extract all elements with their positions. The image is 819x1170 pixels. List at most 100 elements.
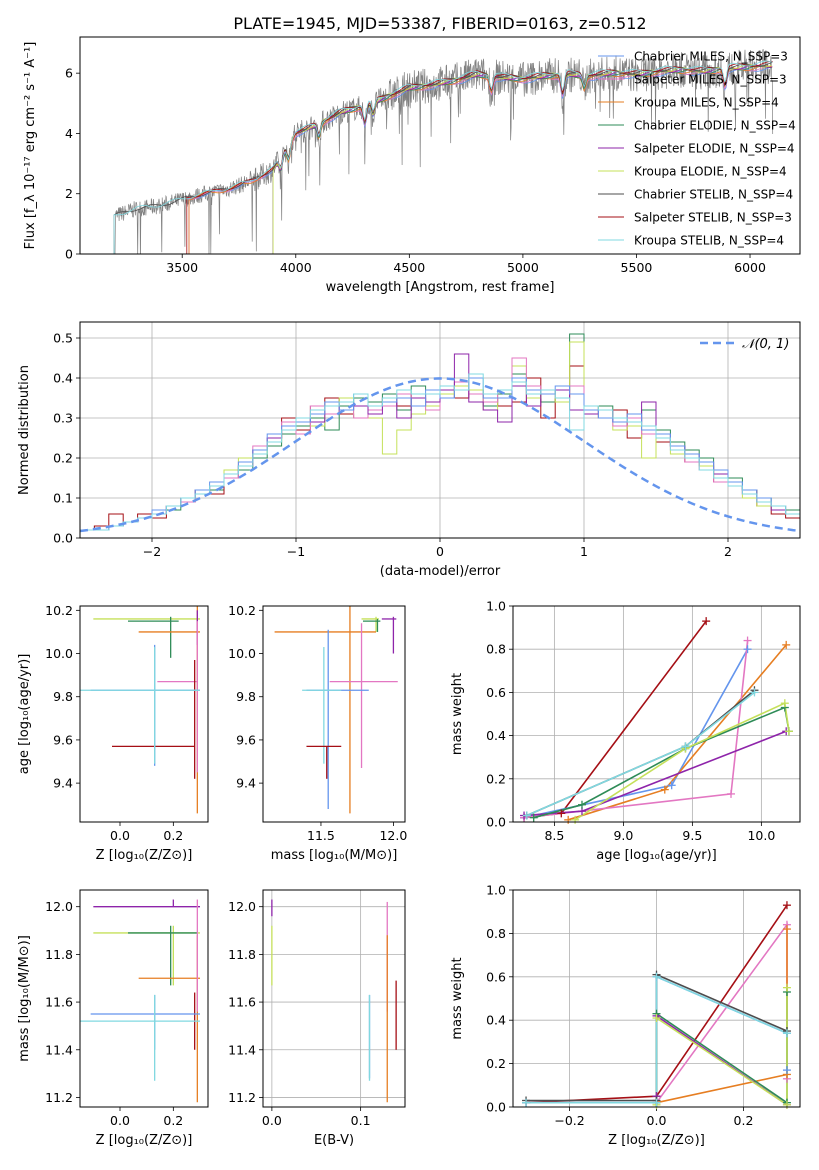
y-tick-label: 4 bbox=[65, 126, 73, 141]
y-tick-label: 12.0 bbox=[228, 899, 256, 914]
y-axis-label: Normed distribution bbox=[17, 365, 32, 495]
weight-marker bbox=[522, 811, 531, 820]
weight-marker bbox=[727, 789, 736, 798]
errorbar bbox=[306, 745, 342, 779]
errorbar bbox=[128, 616, 179, 658]
plot-area-weight-vs-age bbox=[523, 620, 790, 821]
x-tick-label: 0.2 bbox=[734, 1113, 754, 1128]
weight-marker bbox=[782, 1029, 791, 1038]
axes-mass-vs-z: 0.0 0.2 11.2 11.4 11.6 11.8 12.0 Z [log₁₀(Z/Z⊙)… bbox=[17, 889, 209, 1148]
x-tick-label: 11.5 bbox=[307, 828, 335, 843]
y-axis-label: mass [log₁₀(M/M⊙)] bbox=[17, 935, 32, 1062]
y-axis-label: Flux [f_λ 10⁻¹⁷ erg cm⁻² s⁻¹ A⁻¹] bbox=[23, 42, 38, 250]
weight-line bbox=[655, 922, 788, 1104]
y-tick-label: 9.4 bbox=[236, 776, 256, 791]
weight-marker bbox=[782, 983, 791, 992]
x-tick-label: 0.0 bbox=[110, 1113, 130, 1128]
y-tick-label: 10.0 bbox=[45, 646, 73, 661]
axes-frame bbox=[262, 889, 406, 1108]
weight-marker bbox=[782, 1066, 791, 1075]
axes-frame bbox=[512, 605, 801, 823]
legend-label: Chabrier ELODIE, N_SSP=4 bbox=[634, 119, 796, 133]
x-tick-label: 0.1 bbox=[351, 1113, 371, 1128]
x-tick-label: 4500 bbox=[393, 260, 425, 275]
weight-line bbox=[523, 620, 707, 819]
x-tick-label: 0.0 bbox=[647, 1113, 667, 1128]
plot-area-mass-vs-ebv bbox=[271, 899, 397, 1103]
weight-marker bbox=[652, 1098, 661, 1107]
y-tick-label: 0.0 bbox=[486, 1100, 506, 1115]
legend-label: Salpeter STELIB, N_SSP=3 bbox=[634, 211, 792, 225]
y-tick-label: 11.2 bbox=[45, 1090, 73, 1105]
x-tick-label: −0.2 bbox=[554, 1113, 584, 1128]
y-tick-label: 0 bbox=[65, 247, 73, 262]
weight-marker bbox=[667, 781, 676, 790]
weight-marker bbox=[780, 699, 789, 708]
x-axis-label: age [log₁₀(age/yr)] bbox=[596, 848, 717, 863]
x-tick-label: −2 bbox=[143, 544, 161, 559]
weight-marker bbox=[557, 809, 566, 818]
plot-area-mass-vs-z bbox=[80, 899, 200, 1103]
y-tick-label: 0.4 bbox=[486, 1013, 506, 1028]
errorbar bbox=[93, 925, 200, 986]
y-tick-label: 0.8 bbox=[486, 926, 506, 941]
y-tick-label: 11.4 bbox=[45, 1042, 73, 1057]
y-tick-label: 9.6 bbox=[53, 732, 73, 747]
normal-curve bbox=[80, 377, 800, 533]
model-spectrum-line bbox=[272, 64, 772, 254]
weight-line bbox=[523, 640, 749, 819]
weight-marker bbox=[522, 1098, 531, 1107]
axes-frame bbox=[512, 889, 801, 1108]
weight-marker bbox=[782, 925, 791, 934]
histogram-step bbox=[80, 353, 800, 538]
axes-frame bbox=[262, 605, 406, 823]
errorbar bbox=[80, 994, 200, 1081]
axes-spectrum: 3500 4000 4500 5000 5500 6000 0 2 4 6 wavelength [… bbox=[23, 36, 801, 295]
weight-marker bbox=[782, 640, 791, 649]
y-tick-label: 0.0 bbox=[53, 531, 73, 546]
weight-line bbox=[655, 992, 788, 1105]
errorbar bbox=[80, 647, 200, 764]
y-tick-label: 11.2 bbox=[228, 1090, 256, 1105]
y-tick-label: 11.6 bbox=[45, 995, 73, 1010]
errorbar bbox=[93, 899, 200, 908]
y-tick-label: 0.5 bbox=[53, 331, 73, 346]
axes-frame bbox=[79, 321, 801, 539]
y-tick-label: 9.8 bbox=[53, 689, 73, 704]
y-tick-label: 0.4 bbox=[486, 728, 506, 743]
y-tick-label: 11.8 bbox=[228, 947, 256, 962]
histogram-step bbox=[80, 341, 800, 538]
x-tick-label: 0.0 bbox=[262, 1113, 282, 1128]
errorbar bbox=[90, 994, 200, 1050]
y-tick-label: 2 bbox=[65, 186, 73, 201]
x-tick-label: 9.0 bbox=[613, 828, 633, 843]
model-spectrum-line bbox=[272, 64, 772, 254]
weight-line bbox=[523, 648, 749, 819]
model-spectrum-line bbox=[272, 64, 772, 254]
axes-residuals: −2 −1 0 1 2 0.0 0.1 0.2 0.3 0.4 0.5 (data-model)/er… bbox=[17, 321, 801, 579]
weight-line bbox=[574, 702, 790, 821]
legend-label: Kroupa MILES, N_SSP=4 bbox=[634, 96, 779, 110]
x-tick-label: 1 bbox=[580, 544, 588, 559]
errorbar bbox=[362, 618, 381, 632]
model-spectrum-line bbox=[113, 62, 773, 254]
axes-age-vs-mass: 11.5 12.0 9.4 9.6 9.8 10.0 10.2 mass [log₁₀(M/M… bbox=[228, 603, 407, 863]
weight-marker bbox=[564, 815, 573, 824]
x-axis-label: Z [log₁₀(Z/Z⊙)] bbox=[96, 848, 193, 863]
y-tick-label: 0.6 bbox=[486, 969, 506, 984]
y-axis-label: mass weight bbox=[450, 673, 465, 755]
y-tick-label: 0.2 bbox=[53, 451, 73, 466]
x-tick-label: 5000 bbox=[507, 260, 539, 275]
y-tick-label: 0.4 bbox=[53, 371, 73, 386]
errorbar bbox=[381, 616, 397, 654]
x-tick-label: 0.2 bbox=[163, 1113, 183, 1128]
histogram-step bbox=[80, 357, 800, 538]
x-tick-label: 10.0 bbox=[747, 828, 775, 843]
x-tick-label: 2 bbox=[724, 544, 732, 559]
errorbar bbox=[274, 606, 377, 814]
model-spectrum-line bbox=[113, 60, 773, 254]
x-axis-label: E(B-V) bbox=[314, 1133, 354, 1148]
errorbar bbox=[302, 647, 342, 764]
plot-area-residuals bbox=[80, 333, 800, 538]
